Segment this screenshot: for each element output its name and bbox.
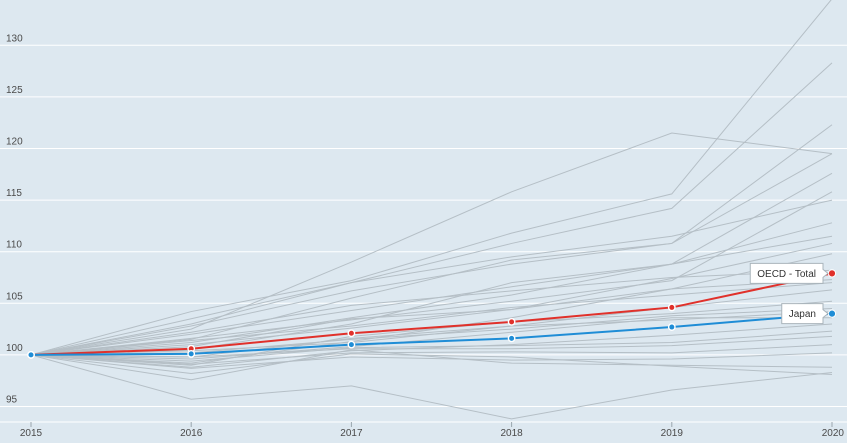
background-series-line	[30, 349, 833, 381]
series-label-box	[781, 303, 829, 325]
series-label-box	[749, 262, 829, 284]
background-series-line	[30, 199, 833, 356]
series-point[interactable]	[827, 269, 837, 278]
series-line-oecd-total	[30, 272, 833, 356]
y-tick-label: 95	[6, 395, 18, 406]
y-tick-label: 115	[6, 188, 22, 199]
background-series-line	[30, 62, 833, 356]
background-series-line	[30, 132, 833, 356]
series-point[interactable]	[347, 340, 356, 349]
background-series-line	[30, 222, 833, 356]
y-tick-label: 100	[6, 343, 23, 354]
background-series-line	[30, 344, 833, 365]
background-series-line	[30, 354, 833, 420]
background-series-line	[30, 253, 833, 364]
y-tick-label: 110	[6, 240, 22, 251]
series-point[interactable]	[507, 334, 516, 343]
background-series-line	[30, 153, 833, 356]
background-series-line	[30, 352, 833, 369]
y-tick-label: 105	[6, 291, 23, 302]
background-series-line	[30, 235, 833, 356]
background-series-lines	[30, 0, 833, 420]
background-series-line	[30, 0, 832, 356]
x-tick-label: 2020	[822, 428, 845, 439]
background-series-line	[30, 279, 833, 356]
series-point[interactable]	[187, 349, 196, 358]
series-point[interactable]	[667, 323, 676, 331]
background-series-line	[30, 300, 833, 366]
series-point[interactable]	[827, 309, 837, 318]
series-point[interactable]	[27, 351, 35, 359]
y-tick-label: 120	[6, 136, 23, 147]
background-series-line	[30, 317, 832, 360]
series-label-japan: Japan	[781, 303, 829, 325]
background-series-line	[30, 353, 833, 376]
x-tick-label: 2018	[500, 428, 523, 439]
x-tick-label: 2015	[20, 428, 43, 439]
background-series-line	[30, 124, 833, 356]
series-point[interactable]	[507, 317, 516, 326]
axis-tick-labels: 95 100 105 110 115 120 125 130 2015 2016 2017 2018 2…	[6, 33, 844, 439]
y-tick-label: 125	[6, 85, 23, 96]
background-series-line	[30, 311, 833, 358]
series-point[interactable]	[667, 303, 676, 312]
background-series-line	[30, 282, 833, 356]
x-tick-label: 2019	[661, 428, 684, 439]
series-label-oecd-total: OECD - Total	[749, 262, 829, 284]
x-tick-label: 2017	[340, 428, 363, 439]
background-series-line	[30, 191, 833, 356]
series-point[interactable]	[347, 329, 356, 338]
series-markers	[27, 269, 837, 359]
x-tick-label: 2016	[180, 428, 203, 439]
series-label-text: OECD - Total	[757, 269, 816, 280]
highlighted-series	[30, 272, 833, 356]
series-line-japan	[30, 312, 833, 356]
background-series-line	[30, 269, 833, 356]
background-series-line	[30, 323, 833, 368]
background-series-line	[30, 242, 833, 356]
y-tick-label: 130	[6, 33, 23, 44]
background-series-line	[30, 330, 833, 362]
series-label-text: Japan	[789, 309, 816, 320]
series-labels: OECD - Total Japan	[749, 262, 829, 325]
